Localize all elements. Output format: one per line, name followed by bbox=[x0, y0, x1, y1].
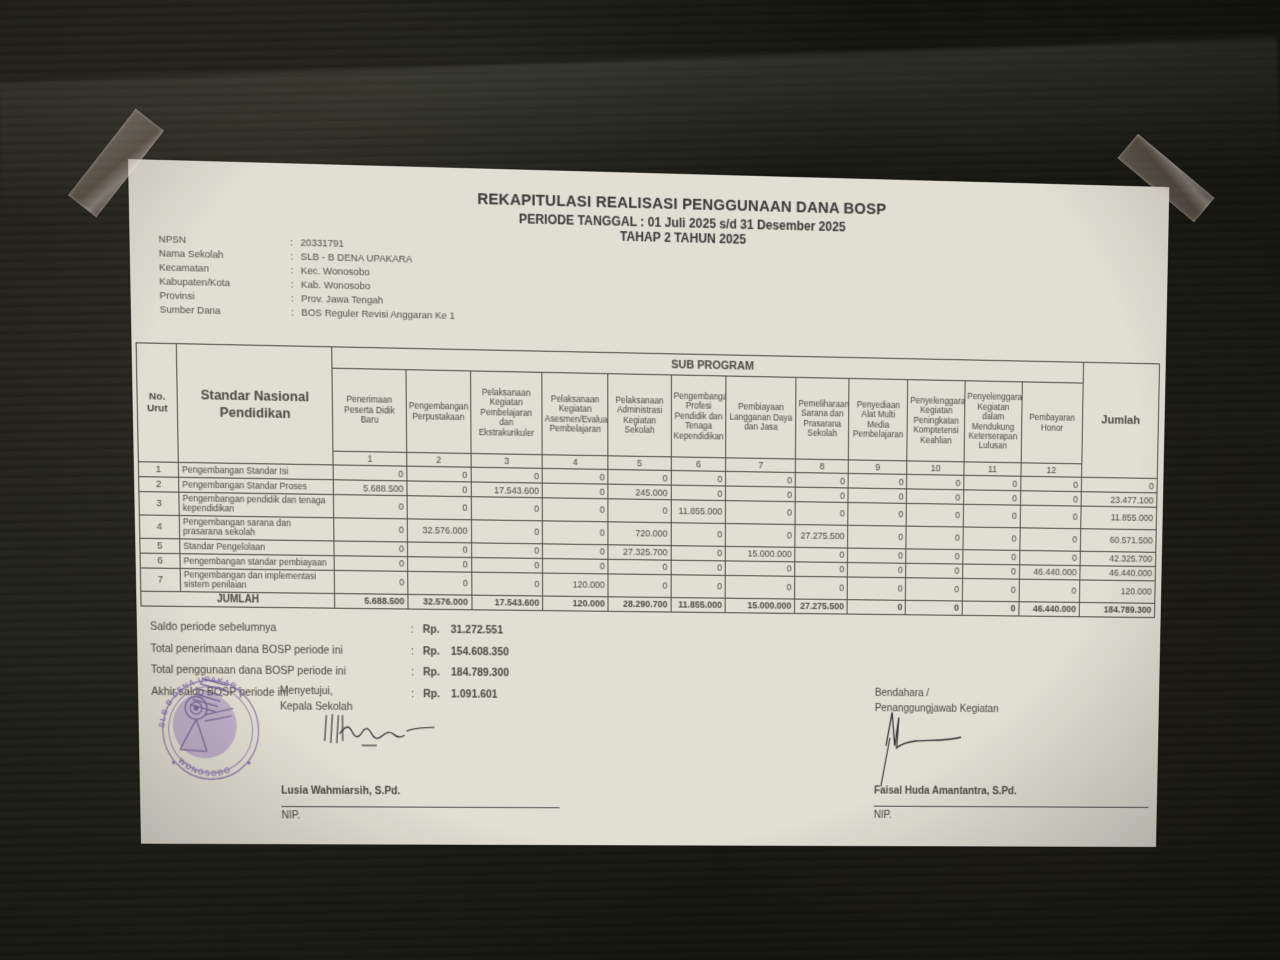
svg-text:WONOSOBO: WONOSOBO bbox=[176, 756, 232, 778]
